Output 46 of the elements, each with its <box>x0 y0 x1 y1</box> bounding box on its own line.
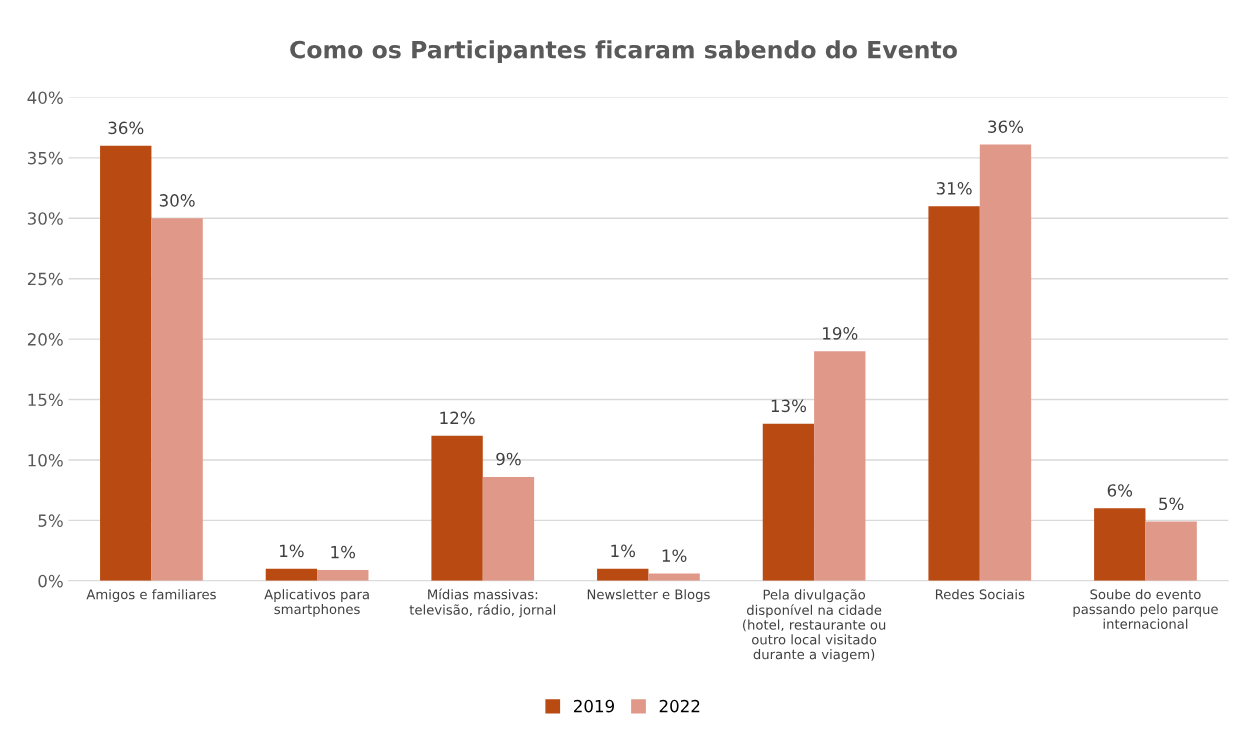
x-tick-label: Pela divulgação disponível na cidade (hotel, restaurante ou outro local visitado durante a viagem) <box>743 589 886 662</box>
y-tick-label: 10% <box>28 453 63 467</box>
y-tick-label: 30% <box>27 212 63 225</box>
x-tick-label: Amigos e familiares <box>86 589 216 602</box>
chart-title: Como os Participantes ficaram sabendo do Evento <box>290 40 957 64</box>
bar <box>431 435 483 581</box>
x-tick-label: Soube do evento passando pelo parque internacional <box>1073 589 1218 629</box>
data-label: 13% <box>771 399 807 413</box>
data-label: 1% <box>662 549 687 562</box>
bar <box>100 145 152 581</box>
y-tick-label: 40% <box>27 91 63 104</box>
bar <box>317 569 369 581</box>
bar <box>482 476 535 581</box>
bar <box>814 351 866 581</box>
bar <box>979 144 1032 581</box>
bar <box>151 218 203 581</box>
x-tick-label: Newsletter e Blogs <box>587 589 710 602</box>
data-label: 36% <box>988 120 1024 133</box>
bar <box>762 423 815 581</box>
y-tick-label: 5% <box>38 514 63 527</box>
y-tick-label: 35% <box>27 151 63 165</box>
y-tick-label: 0% <box>38 574 63 588</box>
x-tick-label: Aplicativos para smartphones <box>264 589 369 617</box>
x-tick-label: Redes Sociais <box>935 589 1025 600</box>
x-tick-label: Mídias massivas: televisão, rádio, jornal <box>409 588 556 618</box>
data-label: 19% <box>823 327 858 340</box>
y-tick-label: 25% <box>27 272 63 286</box>
data-label: 12% <box>440 411 475 425</box>
bar <box>1094 508 1146 581</box>
bar <box>265 568 318 581</box>
legend-label: 2019 <box>573 699 614 713</box>
data-label: 1% <box>611 544 636 558</box>
data-label: 1% <box>331 545 356 559</box>
data-label: 5% <box>1159 497 1184 511</box>
bar <box>928 206 980 581</box>
data-label: 9% <box>496 452 521 466</box>
bar <box>597 568 649 581</box>
bar <box>1145 521 1197 581</box>
data-label: 6% <box>1107 484 1133 497</box>
data-label: 36% <box>108 121 144 135</box>
y-tick-label: 15% <box>28 393 63 407</box>
data-label: 31% <box>936 182 972 195</box>
y-tick-label: 20% <box>27 333 63 346</box>
data-label: 1% <box>280 544 304 558</box>
legend-label: 2022 <box>659 699 700 713</box>
data-label: 30% <box>159 194 195 207</box>
